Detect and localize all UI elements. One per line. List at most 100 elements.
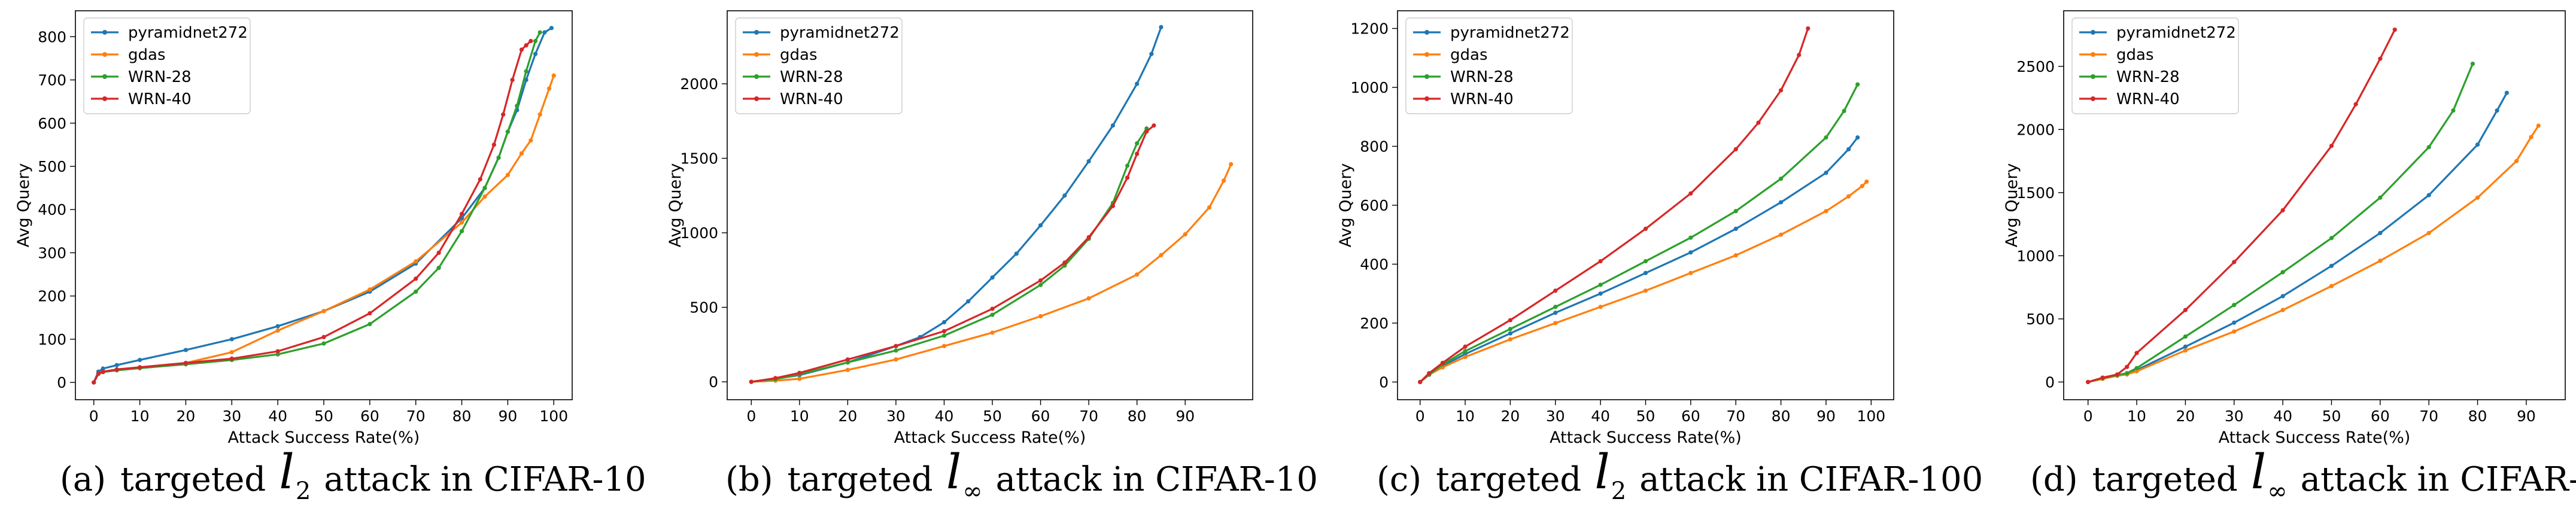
data-point — [1144, 129, 1149, 134]
data-point — [845, 360, 850, 365]
data-point — [2183, 334, 2188, 339]
y-tick-label: 200 — [38, 288, 66, 305]
data-point — [2232, 329, 2237, 334]
data-point — [459, 229, 464, 233]
x-tick-label: 50 — [2322, 407, 2341, 425]
data-point — [1159, 25, 1164, 29]
data-point — [1222, 178, 1226, 183]
data-point — [491, 142, 496, 147]
data-point — [478, 177, 482, 182]
x-tick-label: 70 — [2419, 407, 2438, 425]
data-point — [845, 367, 850, 372]
data-point — [2470, 62, 2475, 66]
data-point — [2280, 270, 2285, 275]
data-point — [2183, 348, 2188, 353]
series-gdas — [2086, 123, 2541, 385]
data-point — [2280, 294, 2285, 299]
data-point — [1824, 171, 1828, 175]
x-tick-label: 20 — [177, 407, 196, 425]
legend-marker — [1424, 96, 1429, 101]
data-point — [537, 30, 542, 35]
series-line — [2088, 29, 2396, 384]
series-line — [751, 163, 1232, 383]
data-point — [546, 86, 552, 91]
x-tick-label: 60 — [2371, 407, 2390, 425]
data-point — [1463, 354, 1468, 360]
norm-symbol: l — [2251, 444, 2267, 500]
data-point — [990, 275, 995, 280]
data-point — [1842, 108, 1846, 114]
data-point — [275, 328, 280, 333]
panel-caption: (d) targeted l∞ attack in CIFAR-100 — [2030, 444, 2576, 505]
data-point — [1135, 141, 1140, 146]
x-tick-label: 10 — [130, 407, 150, 425]
data-point — [2329, 263, 2334, 268]
data-point — [1778, 200, 1784, 205]
data-point — [519, 151, 524, 156]
x-tick-label: 50 — [983, 407, 1002, 425]
data-point — [845, 357, 850, 362]
data-point — [2125, 364, 2130, 369]
data-point — [773, 376, 778, 381]
data-point — [1824, 135, 1828, 140]
data-point — [1508, 327, 1513, 331]
legend-label: pyramidnet272 — [780, 24, 900, 42]
x-tick-label: 100 — [539, 407, 568, 425]
y-tick-label: 2500 — [2016, 58, 2055, 75]
data-point — [436, 266, 441, 270]
data-point — [414, 289, 418, 294]
data-point — [1135, 81, 1140, 86]
legend: pyramidnet272 gdas WRN-28 WRN-40 — [735, 17, 903, 114]
legend-label: pyramidnet272 — [128, 24, 248, 42]
legend-marker — [754, 52, 759, 57]
y-tick-label: 1000 — [1350, 79, 1389, 96]
y-tick-label: 1000 — [2016, 247, 2055, 264]
caption-label: (d) — [2030, 460, 2078, 499]
y-tick-label: 0 — [709, 373, 718, 391]
data-point — [321, 341, 326, 346]
data-point — [510, 77, 515, 83]
data-point — [2495, 108, 2499, 113]
x-tick-label: 50 — [1636, 407, 1655, 425]
data-point — [533, 51, 538, 56]
data-point — [2134, 369, 2139, 374]
x-axis-title: Attack Success Rate(%) — [228, 428, 420, 447]
x-tick-label: 20 — [2176, 407, 2195, 425]
x-tick-label: 80 — [1128, 407, 1147, 425]
data-point — [528, 38, 533, 44]
y-tick-label: 1500 — [680, 150, 718, 168]
data-point — [367, 322, 372, 327]
data-point — [1756, 120, 1761, 125]
data-point — [1553, 288, 1558, 293]
data-point — [1418, 379, 1423, 385]
data-point — [436, 250, 441, 256]
data-point — [459, 211, 464, 217]
data-point — [1135, 151, 1140, 156]
caption-post: attack in CIFAR-100 — [1639, 460, 1983, 499]
data-point — [2329, 284, 2334, 288]
data-point — [275, 349, 280, 354]
data-point — [1733, 226, 1738, 231]
chart-panel-c: 0 10 20 30 40 50 60 70 80 90 100020040060080010001… — [1336, 10, 1983, 505]
y-tick-label: 2000 — [680, 75, 718, 93]
x-tick-label: 10 — [1456, 407, 1475, 425]
series-WRN-40 — [2086, 28, 2397, 385]
data-point — [941, 328, 947, 334]
data-point — [1864, 180, 1869, 184]
data-point — [1062, 260, 1067, 265]
data-point — [275, 352, 280, 357]
data-point — [2426, 193, 2431, 197]
data-point — [1778, 232, 1784, 237]
data-point — [101, 369, 105, 374]
data-point — [1688, 191, 1693, 196]
data-point — [524, 43, 528, 48]
legend-label: pyramidnet272 — [2116, 24, 2236, 42]
data-point — [367, 287, 372, 292]
x-tick-label: 80 — [452, 407, 472, 425]
data-point — [1038, 282, 1043, 287]
series-pyramidnet272 — [2086, 90, 2509, 385]
data-point — [1038, 223, 1043, 228]
data-point — [1598, 258, 1603, 264]
x-tick-label: 30 — [886, 407, 906, 425]
chart-panel-d: 0 10 20 30 40 50 60 70 80 90 0 500 1000 1500 2000 2500 A… — [2003, 10, 2576, 505]
